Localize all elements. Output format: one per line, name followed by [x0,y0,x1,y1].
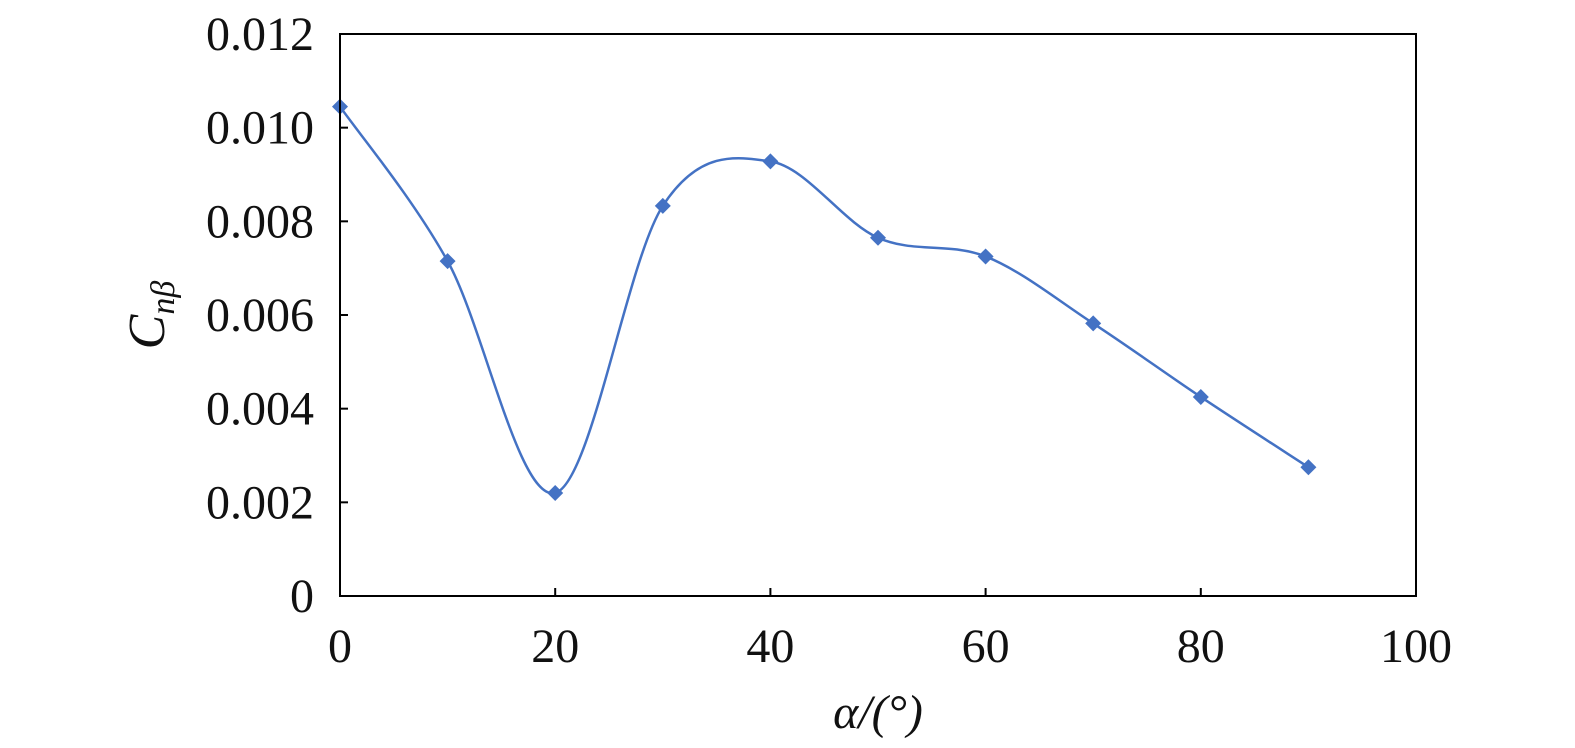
series-line [338,105,1310,495]
y-axis-title: Cnβ [119,281,182,350]
series-layer [332,98,1317,501]
y-tick-label: 0.004 [206,383,314,436]
x-axis-ticks: 0 20 40 60 80 100 [328,588,1452,673]
data-point-diamond [439,253,456,270]
y-axis-ticks: 0 0.002 0.004 0.006 0.008 0.010 0.012 [206,8,348,623]
y-tick-label: 0.010 [206,102,314,155]
x-tick-label: 60 [962,620,1010,673]
data-point-diamond [1085,315,1102,332]
x-tick-label: 0 [328,620,352,673]
x-axis-title: α/(°) [833,686,923,739]
y-axis-title-sub: nβ [145,281,182,315]
y-tick-label: 0.012 [206,8,314,61]
data-point-diamond [977,248,994,265]
x-tick-label: 100 [1380,620,1452,673]
x-tick-label: 80 [1177,620,1225,673]
y-tick-label: 0.008 [206,195,314,248]
y-tick-label: 0 [290,570,314,623]
y-tick-label: 0.006 [206,289,314,342]
y-tick-label: 0.002 [206,476,314,529]
plot-area-frame [339,33,1417,597]
data-point-diamond [654,197,671,214]
data-point-diamond [762,153,779,170]
data-point-diamond [1192,388,1209,405]
x-tick-label: 40 [746,620,794,673]
data-point-diamond [870,229,886,246]
data-point-diamond [1300,459,1317,476]
y-axis-title-main: C [119,313,176,349]
x-tick-label: 20 [531,620,579,673]
data-point-diamond [547,484,564,501]
